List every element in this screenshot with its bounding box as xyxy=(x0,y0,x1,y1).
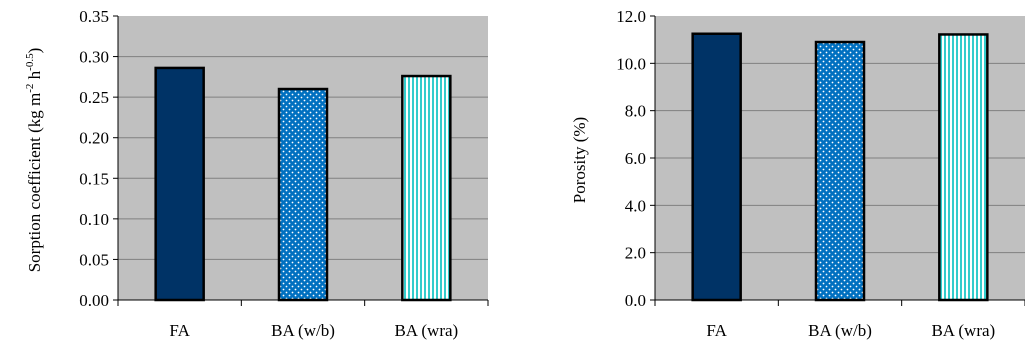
y-tick-label: 0.05 xyxy=(79,250,109,269)
sorption-chart: 0.00 0.05 0.10 0.15 0.20 0.25 0.30 0.35 FA BA (w/… xyxy=(79,7,489,340)
bar-porosity-3 xyxy=(938,33,989,302)
y-tick-label: 0.30 xyxy=(79,48,109,67)
porosity-chart: 0.0 2.0 4.0 6.0 8.0 10.0 12.0 FA BA (w/b) BA (wra… xyxy=(616,7,1025,340)
x-tick-label: BA (wra) xyxy=(394,321,458,340)
y-tick-label: 0.20 xyxy=(79,129,109,148)
y-tick-label: 4.0 xyxy=(625,196,646,215)
y-tick-label: 0.00 xyxy=(79,291,109,310)
y-tick-label: 6.0 xyxy=(625,149,646,168)
y-tick-label: 10.0 xyxy=(616,54,646,73)
y-axis-label-porosity: Porosity (%) xyxy=(570,117,589,203)
x-tick-label: FA xyxy=(706,321,727,340)
y-tick-label: 0.35 xyxy=(79,7,109,26)
bar-sorption-3 xyxy=(401,74,452,302)
x-tick-label: BA (w/b) xyxy=(808,321,872,340)
bar-porosity-2 xyxy=(814,40,866,302)
y-tick-label: 0.0 xyxy=(625,291,646,310)
y-tick-label: 0.25 xyxy=(79,88,109,107)
y-tick-label: 2.0 xyxy=(625,244,646,263)
y-tick-label: 12.0 xyxy=(616,7,646,26)
bar-sorption-2 xyxy=(277,87,329,302)
x-tick-label: FA xyxy=(169,321,190,340)
y-tick-label: 0.10 xyxy=(79,210,109,229)
y-axis-label-sorption: Sorption coefficient (kg m-2 h-0.5) xyxy=(24,48,44,273)
bar-sorption-1 xyxy=(154,66,205,302)
bar-porosity-1 xyxy=(691,32,742,302)
y-tick-label: 8.0 xyxy=(625,102,646,121)
x-tick-label: BA (wra) xyxy=(931,321,995,340)
x-tick-label: BA (w/b) xyxy=(271,321,335,340)
y-tick-label: 0.15 xyxy=(79,169,109,188)
